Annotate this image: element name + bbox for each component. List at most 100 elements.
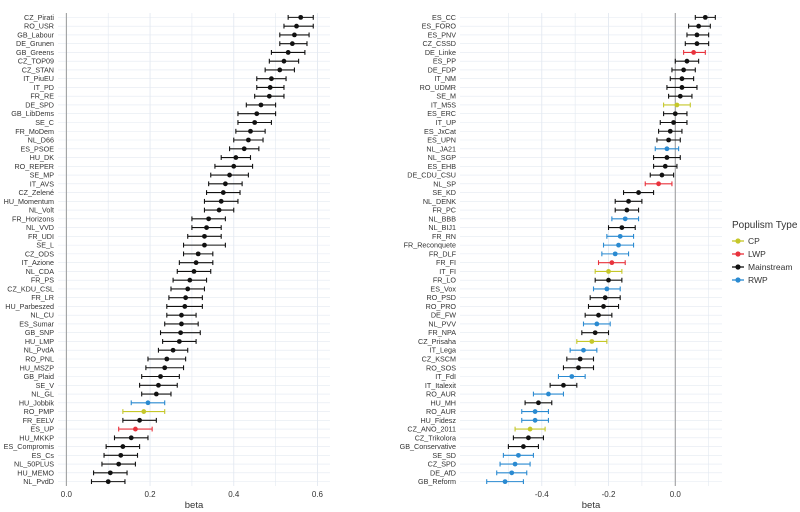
party-label: NL_50PLUS — [14, 460, 54, 469]
estimate-point — [195, 251, 201, 257]
party-label: ES_Cs — [32, 451, 55, 460]
estimate-point — [183, 295, 189, 301]
party-label: DE_AfD — [430, 468, 456, 477]
estimate-point — [624, 207, 630, 213]
estimate-point — [561, 382, 566, 388]
estimate-point — [616, 242, 621, 248]
party-label: DE_Grunen — [16, 39, 54, 48]
estimate-point — [202, 233, 207, 239]
estimate-point — [664, 146, 670, 152]
estimate-point — [664, 155, 670, 160]
party-label: FR_PC — [432, 206, 456, 215]
party-label: NL_CU — [30, 311, 54, 320]
party-label: ES_UP — [30, 425, 54, 434]
estimate-point — [656, 181, 661, 187]
estimate-point — [546, 391, 551, 397]
estimate-point — [218, 198, 224, 204]
party-label: RO_PRO — [426, 302, 457, 311]
party-label: HU_Jobbik — [19, 398, 55, 407]
estimate-point — [292, 32, 297, 38]
party-label: IT_Azione — [22, 258, 54, 267]
estimate-point — [602, 295, 608, 301]
estimate-point — [178, 330, 184, 336]
legend-item-cp: CP — [732, 236, 760, 246]
party-label: RO_AUR — [426, 390, 456, 399]
estimate-point — [185, 286, 191, 292]
estimate-point — [609, 260, 615, 266]
estimate-point — [667, 128, 673, 134]
x-tick-label: 0.2 — [144, 490, 156, 499]
estimate-point — [604, 286, 610, 292]
estimate-point — [671, 120, 677, 125]
party-label: GB_Greens — [16, 48, 54, 57]
party-label: ES_FORO — [422, 22, 457, 31]
estimate-point — [666, 137, 671, 143]
party-label: FR_RE — [30, 92, 54, 101]
right-panel: ES_CCES_FOROES_PNVCZ_CSSDDE_LinkeES_PPDE… — [400, 13, 722, 511]
estimate-point — [626, 198, 631, 204]
party-label: RO_REPER — [14, 162, 54, 171]
x-tick-label: 0.0 — [670, 490, 682, 499]
estimate-point — [128, 435, 134, 441]
estimate-point — [187, 277, 193, 283]
estimate-point — [606, 277, 611, 283]
estimate-point — [581, 347, 586, 353]
party-label: FR_LO — [433, 276, 457, 285]
party-label: SE_MP — [30, 171, 55, 180]
party-label: FR_EELV — [23, 416, 55, 425]
estimate-point — [281, 58, 287, 64]
party-label: GB_Labour — [17, 30, 54, 39]
party-label: SE_M — [436, 92, 456, 101]
party-label: CZ_Pirati — [24, 13, 54, 22]
party-label: GB_Reform — [418, 477, 456, 486]
party-label: RO_UDMR — [420, 83, 456, 92]
estimate-point — [294, 23, 299, 29]
party-label: GB_LibDems — [11, 109, 54, 118]
party-label: NL_DENK — [423, 197, 456, 206]
party-label: RO_USR — [24, 22, 54, 31]
estimate-point — [691, 50, 697, 55]
party-label: ES_Vox — [430, 284, 456, 293]
legend-title: Populism Type — [732, 220, 798, 231]
estimate-point — [193, 260, 199, 266]
estimate-point — [596, 312, 601, 318]
party-label: RO_PMP — [24, 407, 55, 416]
party-label: NL_BBB — [428, 214, 456, 223]
x-tick-label: 0.4 — [228, 490, 240, 499]
party-label: CZ_STAN — [22, 65, 54, 74]
party-label: HU_Momentum — [4, 197, 54, 206]
party-label: GB_SNP — [25, 328, 54, 337]
estimate-point — [674, 102, 680, 108]
estimate-point — [619, 225, 625, 231]
party-label: CZ_Prisaha — [418, 337, 456, 346]
estimate-point — [679, 85, 685, 90]
party-label: NL_PvdA — [24, 346, 55, 355]
estimate-point — [679, 76, 685, 82]
party-label: ES_EHB — [428, 162, 457, 171]
party-label: CZ_Zelené — [18, 188, 54, 197]
party-label: HU_MSZP — [20, 363, 55, 372]
legend-item-lwp: LWP — [732, 249, 766, 259]
party-label: NL_VVD — [26, 223, 54, 232]
estimate-point — [107, 470, 113, 476]
left-panel: CZ_PiratiRO_USRGB_LabourDE_GrunenGB_Gree… — [4, 13, 330, 511]
party-label: IT_M5S — [431, 100, 456, 109]
estimate-point — [248, 128, 253, 134]
party-label: SE_V — [36, 381, 55, 390]
party-label: IT_Lega — [430, 346, 456, 355]
estimate-point — [532, 417, 538, 423]
estimate-point — [289, 41, 295, 47]
estimate-point — [569, 374, 575, 379]
estimate-point — [509, 470, 515, 476]
legend-label-lwp: LWP — [748, 249, 766, 259]
party-label: ES_Sumar — [19, 319, 54, 328]
party-label: NL_CDA — [26, 267, 55, 276]
party-label: HU_Fidesz — [420, 416, 456, 425]
party-label: FR_LR — [31, 293, 54, 302]
party-label: SE_L — [36, 241, 54, 250]
party-label: IT_PiuEU — [23, 74, 54, 83]
estimate-point — [702, 14, 708, 20]
x-axis-title: beta — [582, 500, 601, 511]
estimate-point — [204, 225, 209, 231]
legend-item-rwp: RWP — [732, 275, 768, 285]
